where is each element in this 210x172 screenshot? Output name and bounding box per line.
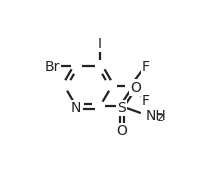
Text: Br: Br — [45, 60, 60, 74]
Text: I: I — [98, 36, 102, 51]
Text: N: N — [71, 101, 81, 115]
Text: F: F — [142, 60, 150, 74]
Text: O: O — [130, 80, 141, 94]
Text: 2: 2 — [156, 114, 163, 123]
Text: S: S — [118, 101, 126, 115]
Text: O: O — [117, 125, 127, 138]
Text: NH: NH — [146, 109, 166, 123]
Text: F: F — [142, 94, 150, 108]
